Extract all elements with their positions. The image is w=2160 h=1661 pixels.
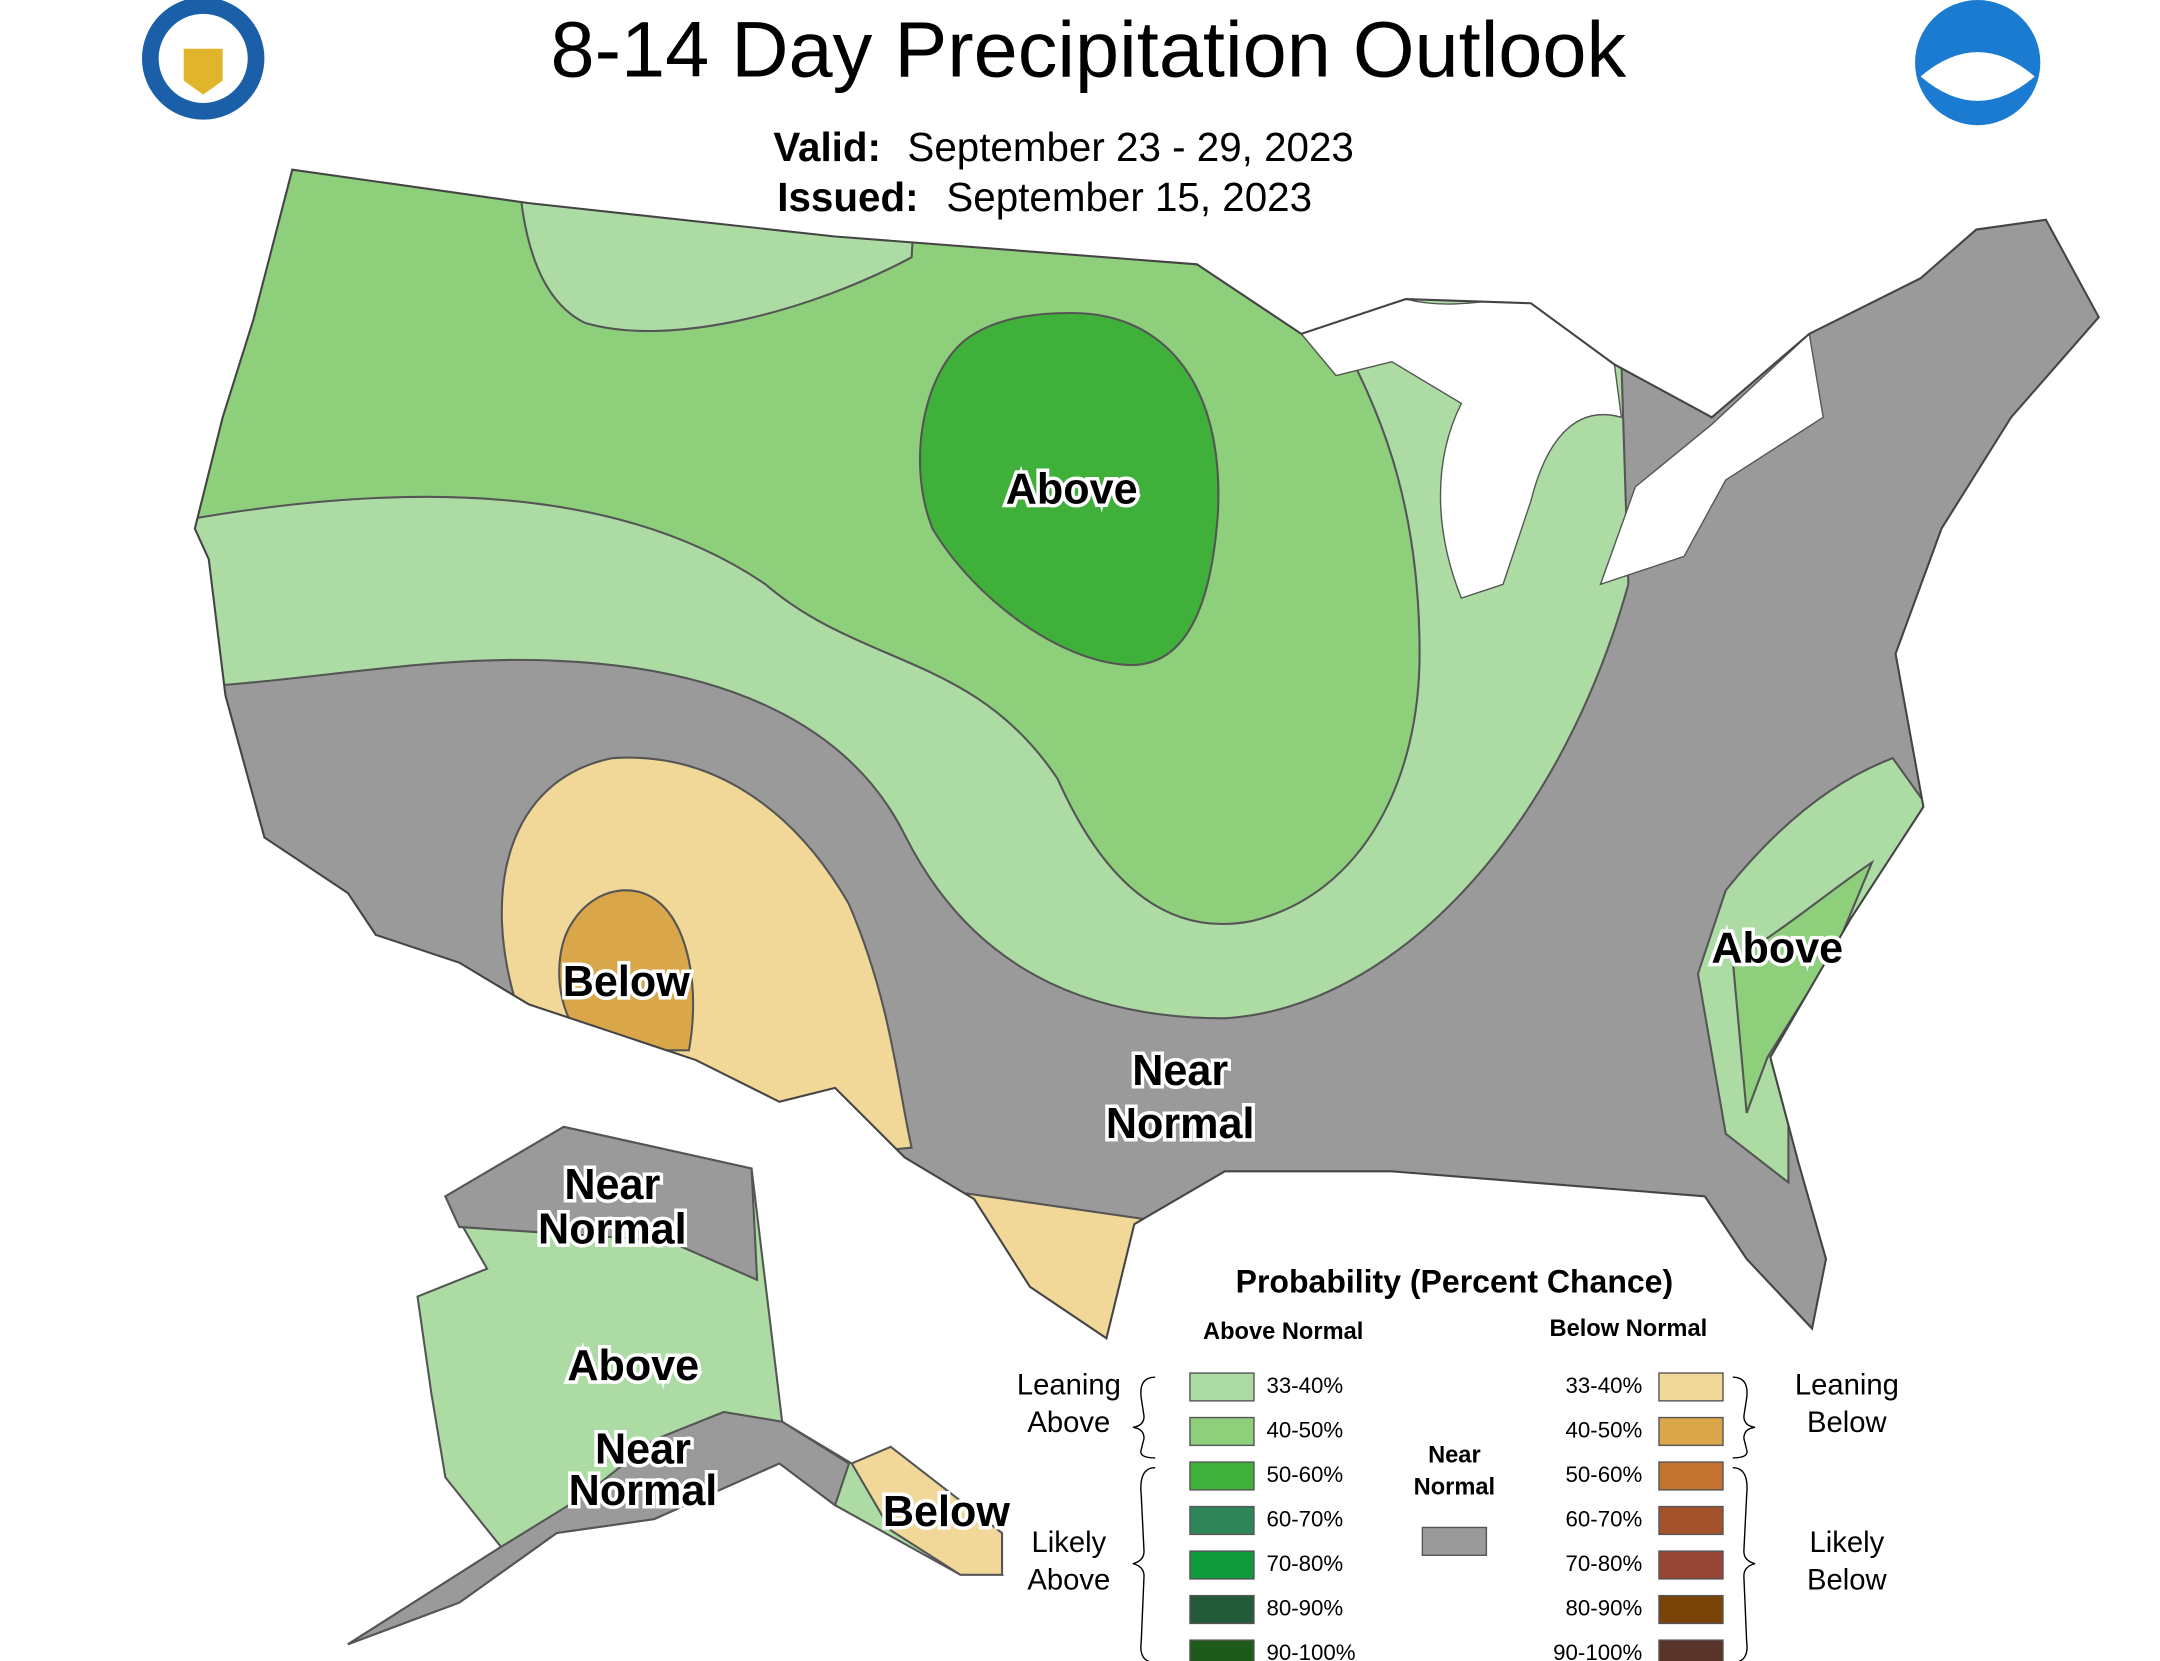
label-line: Above [567,1342,699,1390]
label-line: Normal [1106,1100,1255,1148]
legend-label: 50-60% [1566,1462,1643,1487]
label-line: Above [1006,466,1138,514]
valid-dates: September 23 - 29, 2023 [907,124,1353,170]
conus-outline [193,168,2101,1340]
brace [1132,1466,1156,1661]
label-line: Near [564,1161,660,1209]
region-above-50 [918,311,1220,667]
label-line: Near [1428,1443,1481,1469]
legend-label: 40-50% [1566,1417,1643,1442]
logo-doc [141,0,265,120]
legend-swatch [1189,1372,1255,1402]
legend-swatch [1658,1594,1724,1625]
label-line: Below [1807,1564,1887,1596]
legend-swatch [1189,1550,1255,1580]
label-line: Normal [538,1206,687,1254]
legend-swatch [1658,1639,1724,1661]
label-line: Near [595,1425,691,1473]
label-line: Likely [1032,1527,1107,1559]
legend-label: 60-70% [1566,1506,1643,1531]
label-line: Normal [569,1467,718,1515]
legend-swatch [1658,1505,1724,1536]
legend-label: 60-70% [1266,1506,1343,1531]
brace [1132,1376,1156,1459]
title: 8-14 Day Precipitation Outlook [550,5,1626,94]
legend-swatch [1189,1505,1255,1536]
valid-label: Valid: [773,124,881,170]
legend-label: 80-90% [1266,1595,1343,1620]
label-line: Likely [1809,1527,1884,1559]
region-ak-near [444,1125,759,1282]
label-line: Normal [1414,1475,1495,1501]
legend-label: 80-90% [1566,1595,1643,1620]
legend-swatch [1189,1594,1255,1625]
region-ak-near-south [347,1410,851,1646]
legend-swatch [1189,1461,1255,1491]
legend-title: Probability (Percent Chance) [1236,1263,1674,1299]
label-line: Above [1711,925,1843,973]
legend-label: 50-60% [1266,1462,1343,1487]
alaska [347,1125,1005,1646]
legend-label: 90-100% [1553,1640,1642,1661]
legend-swatch [1421,1526,1488,1556]
region-ak-below [850,1445,1004,1576]
legend-label: 70-80% [1566,1551,1643,1576]
legend-swatch [1658,1461,1724,1491]
legend-swatch [1189,1639,1255,1661]
legend-swatch [1658,1550,1724,1580]
issued-label: Issued: [777,174,918,220]
issued-date: September 15, 2023 [946,174,1312,220]
legend-swatch [1189,1416,1255,1447]
logo-noaa [1915,0,2041,126]
label-line: Below [563,958,690,1006]
label-line: Above [1027,1564,1110,1596]
map-labels: AboveBelowNearNormalAboveNearNormalAbove… [535,462,1847,1539]
great-lakes-lower [1599,332,1824,586]
legend-label: 33-40% [1566,1373,1643,1398]
legend-swatch [1658,1372,1724,1402]
label-line: Near [1132,1047,1228,1095]
legend: Probability (Percent Chance) Above Norma… [1017,1263,1899,1661]
region-below-33 [500,756,913,1156]
label-line: Below [1807,1407,1887,1439]
legend-label: 70-80% [1266,1551,1343,1576]
brace [1732,1466,1756,1661]
brace [1732,1376,1756,1459]
region-below-33-tx [965,1192,1143,1339]
legend-label: 90-100% [1266,1640,1355,1661]
region-above-40-se [1731,859,1875,1114]
legend-label: 40-50% [1266,1417,1343,1442]
legend-heading: Below Normal [1550,1316,1708,1342]
conus [194,169,2099,1339]
label-line: Below [883,1488,1010,1536]
legend-swatch [1658,1416,1724,1447]
label-line: Leaning [1795,1370,1899,1402]
legend-heading: Above Normal [1203,1319,1363,1345]
label-line: Leaning [1017,1370,1121,1402]
legend-label: 33-40% [1266,1373,1343,1398]
label-line: Above [1027,1407,1110,1439]
